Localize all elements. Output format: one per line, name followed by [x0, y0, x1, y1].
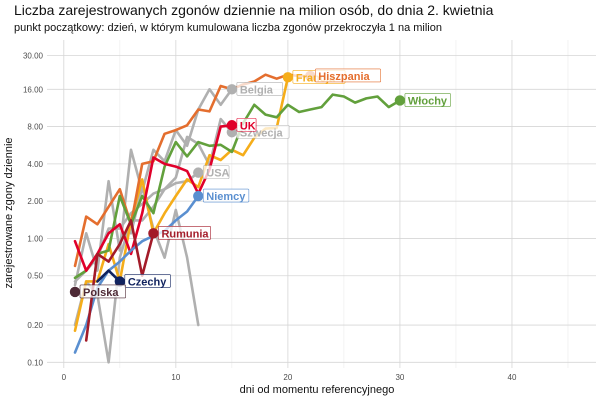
x-tick-label: 40 — [508, 373, 517, 382]
endpoint-belgia — [226, 84, 238, 95]
endpoint-usa — [193, 167, 204, 178]
y-axis-title: zarejestrowane zgony dziennie — [3, 137, 15, 288]
y-tick-label: 0.20 — [27, 321, 43, 330]
x-axis-title: dni od momentu referencyjnego — [240, 384, 395, 396]
series-line-czechy — [96, 269, 122, 283]
label-box-rumunia — [158, 226, 211, 240]
label-box-belgia — [236, 81, 283, 96]
endpoint-włochy — [394, 95, 406, 106]
series-lines — [73, 73, 402, 364]
endpoint-czechy — [114, 276, 126, 287]
label-box-usa — [202, 165, 230, 179]
label-rumunia: Rumunia — [161, 228, 209, 240]
tick-labels: 0 10 20 30 40 0.10 0.20 0.50 1.00 2.00 4.00 8.00 16.… — [23, 51, 517, 382]
gridlines — [47, 40, 596, 368]
label-belgia: Belgia — [240, 84, 274, 96]
label-box-włochy — [404, 93, 451, 107]
series-line-francja — [73, 76, 290, 332]
endpoint-francja — [282, 72, 294, 83]
label-box-uk — [236, 117, 257, 132]
x-tick-label: 20 — [283, 373, 292, 382]
y-tick-label: 2.00 — [27, 197, 43, 206]
label-uk: UK — [240, 120, 256, 132]
label-box-czechy — [124, 274, 171, 288]
label-hiszpania: Hiszpania — [318, 71, 370, 83]
label-box-niemcy — [202, 188, 250, 203]
endpoint-rumunia — [148, 228, 159, 239]
x-tick-label: 0 — [62, 373, 67, 382]
y-tick-label: 1.00 — [27, 234, 43, 243]
label-box-hiszpania — [314, 68, 381, 83]
label-usa: USA — [206, 168, 229, 180]
label-włochy: Włochy — [408, 95, 448, 107]
series-line-belgia — [73, 88, 234, 287]
series-line-extra-grey — [129, 185, 200, 327]
endpoint-uk — [226, 120, 238, 131]
chart-subtitle: punkt początkowy: dzień, w którym kumulo… — [14, 22, 442, 34]
y-tick-label: 8.00 — [27, 123, 43, 132]
series-line-hiszpania — [73, 73, 312, 268]
x-tick-label: 10 — [171, 373, 180, 382]
label-czechy: Czechy — [128, 276, 167, 288]
series-line-szwecja — [73, 117, 234, 364]
y-tick-label: 0.10 — [27, 358, 43, 367]
y-tick-label: 30.00 — [23, 51, 44, 60]
y-tick-label: 4.00 — [27, 160, 43, 169]
series-labels: BelgiaSzwecjaUSAFrancjaHiszpaniaWłochyUK… — [79, 68, 451, 299]
label-niemcy: Niemcy — [206, 191, 246, 203]
endpoint-niemcy — [193, 190, 204, 202]
x-tick-label: 30 — [395, 373, 404, 382]
label-polska: Polska — [83, 287, 119, 299]
y-tick-label: 16.00 — [23, 85, 44, 94]
label-box-polska — [79, 284, 126, 299]
chart-title: Liczba zarejestrowanych zgonów dziennie … — [14, 2, 494, 18]
endpoint-polska — [69, 286, 81, 298]
y-tick-label: 0.50 — [27, 272, 43, 281]
